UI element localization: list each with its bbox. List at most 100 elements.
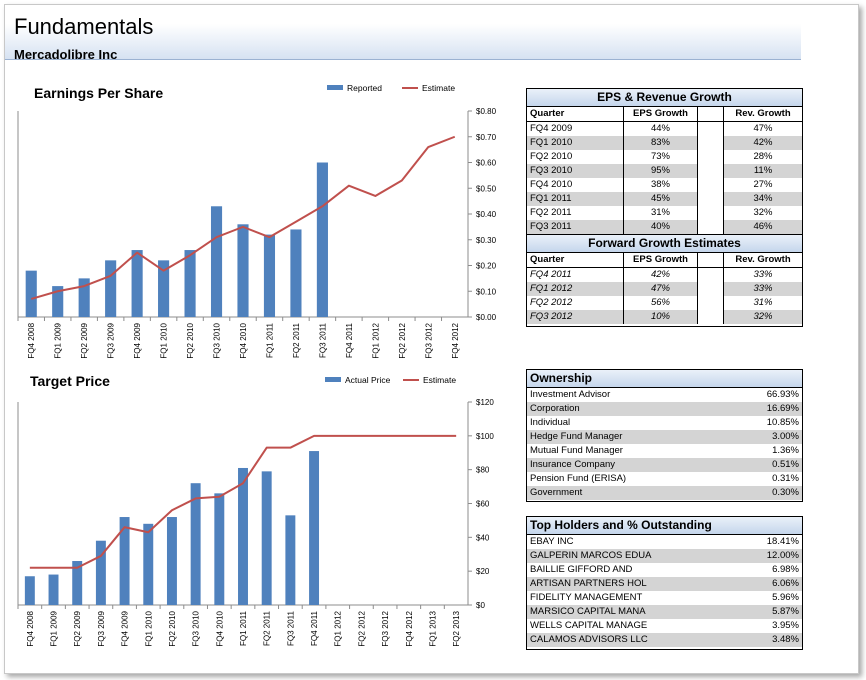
bar [72, 561, 83, 605]
y-tick-label: $20 [476, 567, 490, 576]
ownership-title: Ownership [527, 370, 802, 388]
table-cell: FQ1 2011 [527, 192, 623, 206]
bar [285, 515, 296, 605]
eps-revenue-growth-table: EPS & Revenue Growth Quarter EPS Growth Re… [526, 88, 803, 327]
x-tick-label: FQ2 2013 [452, 610, 461, 646]
legend-bar-swatch [325, 377, 341, 382]
forward-growth-title: Forward Growth Estimates [527, 234, 802, 253]
row-label: WELLS CAPITAL MANAGE [530, 620, 648, 631]
x-tick-label: FQ1 2012 [371, 322, 380, 358]
row-label: Pension Fund (ERISA) [530, 473, 627, 484]
x-tick-label: FQ2 2012 [398, 322, 407, 358]
table-cell: FQ1 2012 [527, 282, 623, 296]
bar [214, 493, 225, 605]
x-tick-label: FQ1 2009 [50, 610, 59, 646]
table-cell [697, 310, 723, 324]
bar [158, 260, 170, 317]
table-cell [697, 150, 723, 164]
table-cell: FQ4 2010 [530, 179, 573, 190]
table-cell: 44% [623, 122, 697, 136]
row-label: BAILLIE GIFFORD AND [530, 564, 633, 575]
table-cell: 42% [723, 136, 802, 150]
table-cell: 11% [723, 164, 802, 178]
row-value: 66.93% [766, 389, 799, 400]
x-tick-label: FQ3 2012 [424, 322, 433, 358]
x-tick-label: FQ1 2012 [334, 610, 343, 646]
y-tick-label: $60 [476, 500, 490, 509]
x-tick-label: FQ1 2009 [54, 322, 63, 358]
eps-growth-grid: Quarter EPS Growth Rev. Growth FQ4 2009 44% 4… [527, 107, 802, 234]
y-tick-label: $0.40 [476, 210, 497, 219]
row-value: 3.95% [772, 620, 799, 631]
x-tick-label: FQ4 2009 [121, 610, 130, 646]
table-cell [697, 206, 723, 220]
table-cell [697, 192, 723, 206]
x-tick-label: FQ2 2009 [80, 322, 89, 358]
table-cell: 46% [723, 220, 802, 234]
table-cell [697, 164, 723, 178]
y-tick-label: $40 [476, 533, 490, 542]
bar [263, 234, 276, 317]
x-tick-label: FQ3 2010 [213, 322, 222, 358]
table-cell: FQ2 2012 [530, 297, 573, 308]
chart-svg: Earnings Per Share Reported Estimate $0.00 $… [17, 83, 497, 359]
x-tick-label: FQ3 2011 [286, 610, 295, 646]
bar [105, 260, 117, 317]
row-value: 6.98% [772, 564, 799, 575]
x-tick-label: FQ1 2010 [160, 322, 169, 358]
chart-title: Earnings Per Share [34, 85, 163, 101]
row-label: MARSICO CAPITAL MANA [527, 605, 764, 619]
eps-growth-title: EPS & Revenue Growth [527, 89, 802, 107]
bar [166, 517, 177, 605]
bar [143, 523, 154, 605]
x-tick-label: FQ1 2010 [144, 610, 153, 646]
x-tick-label: FQ2 2011 [263, 610, 272, 646]
column-header: EPS Growth [623, 253, 697, 268]
row-value: 3.00% [763, 430, 802, 444]
row-label: Mutual Fund Manager [530, 445, 623, 456]
bar [316, 162, 328, 317]
row-value: 0.31% [772, 473, 799, 484]
table-cell: 28% [723, 150, 802, 164]
x-tick-label: FQ2 2012 [357, 610, 366, 646]
report-header: Fundamentals Mercadolibre Inc [5, 5, 801, 62]
column-header [697, 253, 723, 268]
chart-svg: Target Price Actual Price Estimate $0 $20 $40… [17, 373, 494, 647]
page-title: Fundamentals [14, 14, 154, 39]
x-tick-label: FQ4 2009 [133, 322, 142, 358]
table-cell: 32% [723, 206, 802, 220]
table-cell: 47% [723, 122, 802, 136]
row-value: 18.41% [766, 536, 799, 547]
table-cell [697, 282, 723, 296]
column-header: Quarter [527, 253, 623, 268]
row-value: 12.00% [763, 549, 802, 563]
x-tick-label: FQ1 2011 [265, 322, 274, 358]
table-cell: 10% [623, 310, 697, 324]
row-label: Corporation [527, 402, 764, 416]
y-tick-label: $0.50 [476, 184, 497, 193]
y-tick-label: $80 [476, 466, 490, 475]
bar [290, 229, 302, 317]
column-header: Quarter [527, 107, 623, 122]
column-header: EPS Growth [623, 107, 697, 122]
row-value: 0.30% [763, 486, 802, 500]
bar [52, 286, 64, 317]
table-cell: 38% [623, 178, 697, 192]
y-tick-label: $0.00 [476, 313, 497, 322]
y-tick-label: $0.20 [476, 262, 497, 271]
x-tick-label: FQ4 2010 [239, 322, 248, 358]
table-cell [697, 136, 723, 150]
row-label: CALAMOS ADVISORS LLC [527, 633, 764, 647]
table-cell: 31% [723, 296, 802, 310]
bar [131, 250, 143, 317]
table-cell: 31% [623, 206, 697, 220]
y-tick-label: $0.80 [476, 107, 497, 116]
y-tick-label: $100 [476, 432, 494, 441]
x-tick-label: FQ1 2013 [428, 610, 437, 646]
target-price-chart: Target Price Actual Price Estimate $0 $20 $40… [10, 364, 510, 664]
table-cell: 73% [623, 150, 697, 164]
y-tick-label: $0.70 [476, 133, 497, 142]
top-holders-table: Top Holders and % Outstanding EBAY INC 18… [526, 516, 803, 650]
table-cell: 47% [623, 282, 697, 296]
ownership-grid: Investment Advisor 66.93% Corporation 16.69… [527, 388, 802, 500]
